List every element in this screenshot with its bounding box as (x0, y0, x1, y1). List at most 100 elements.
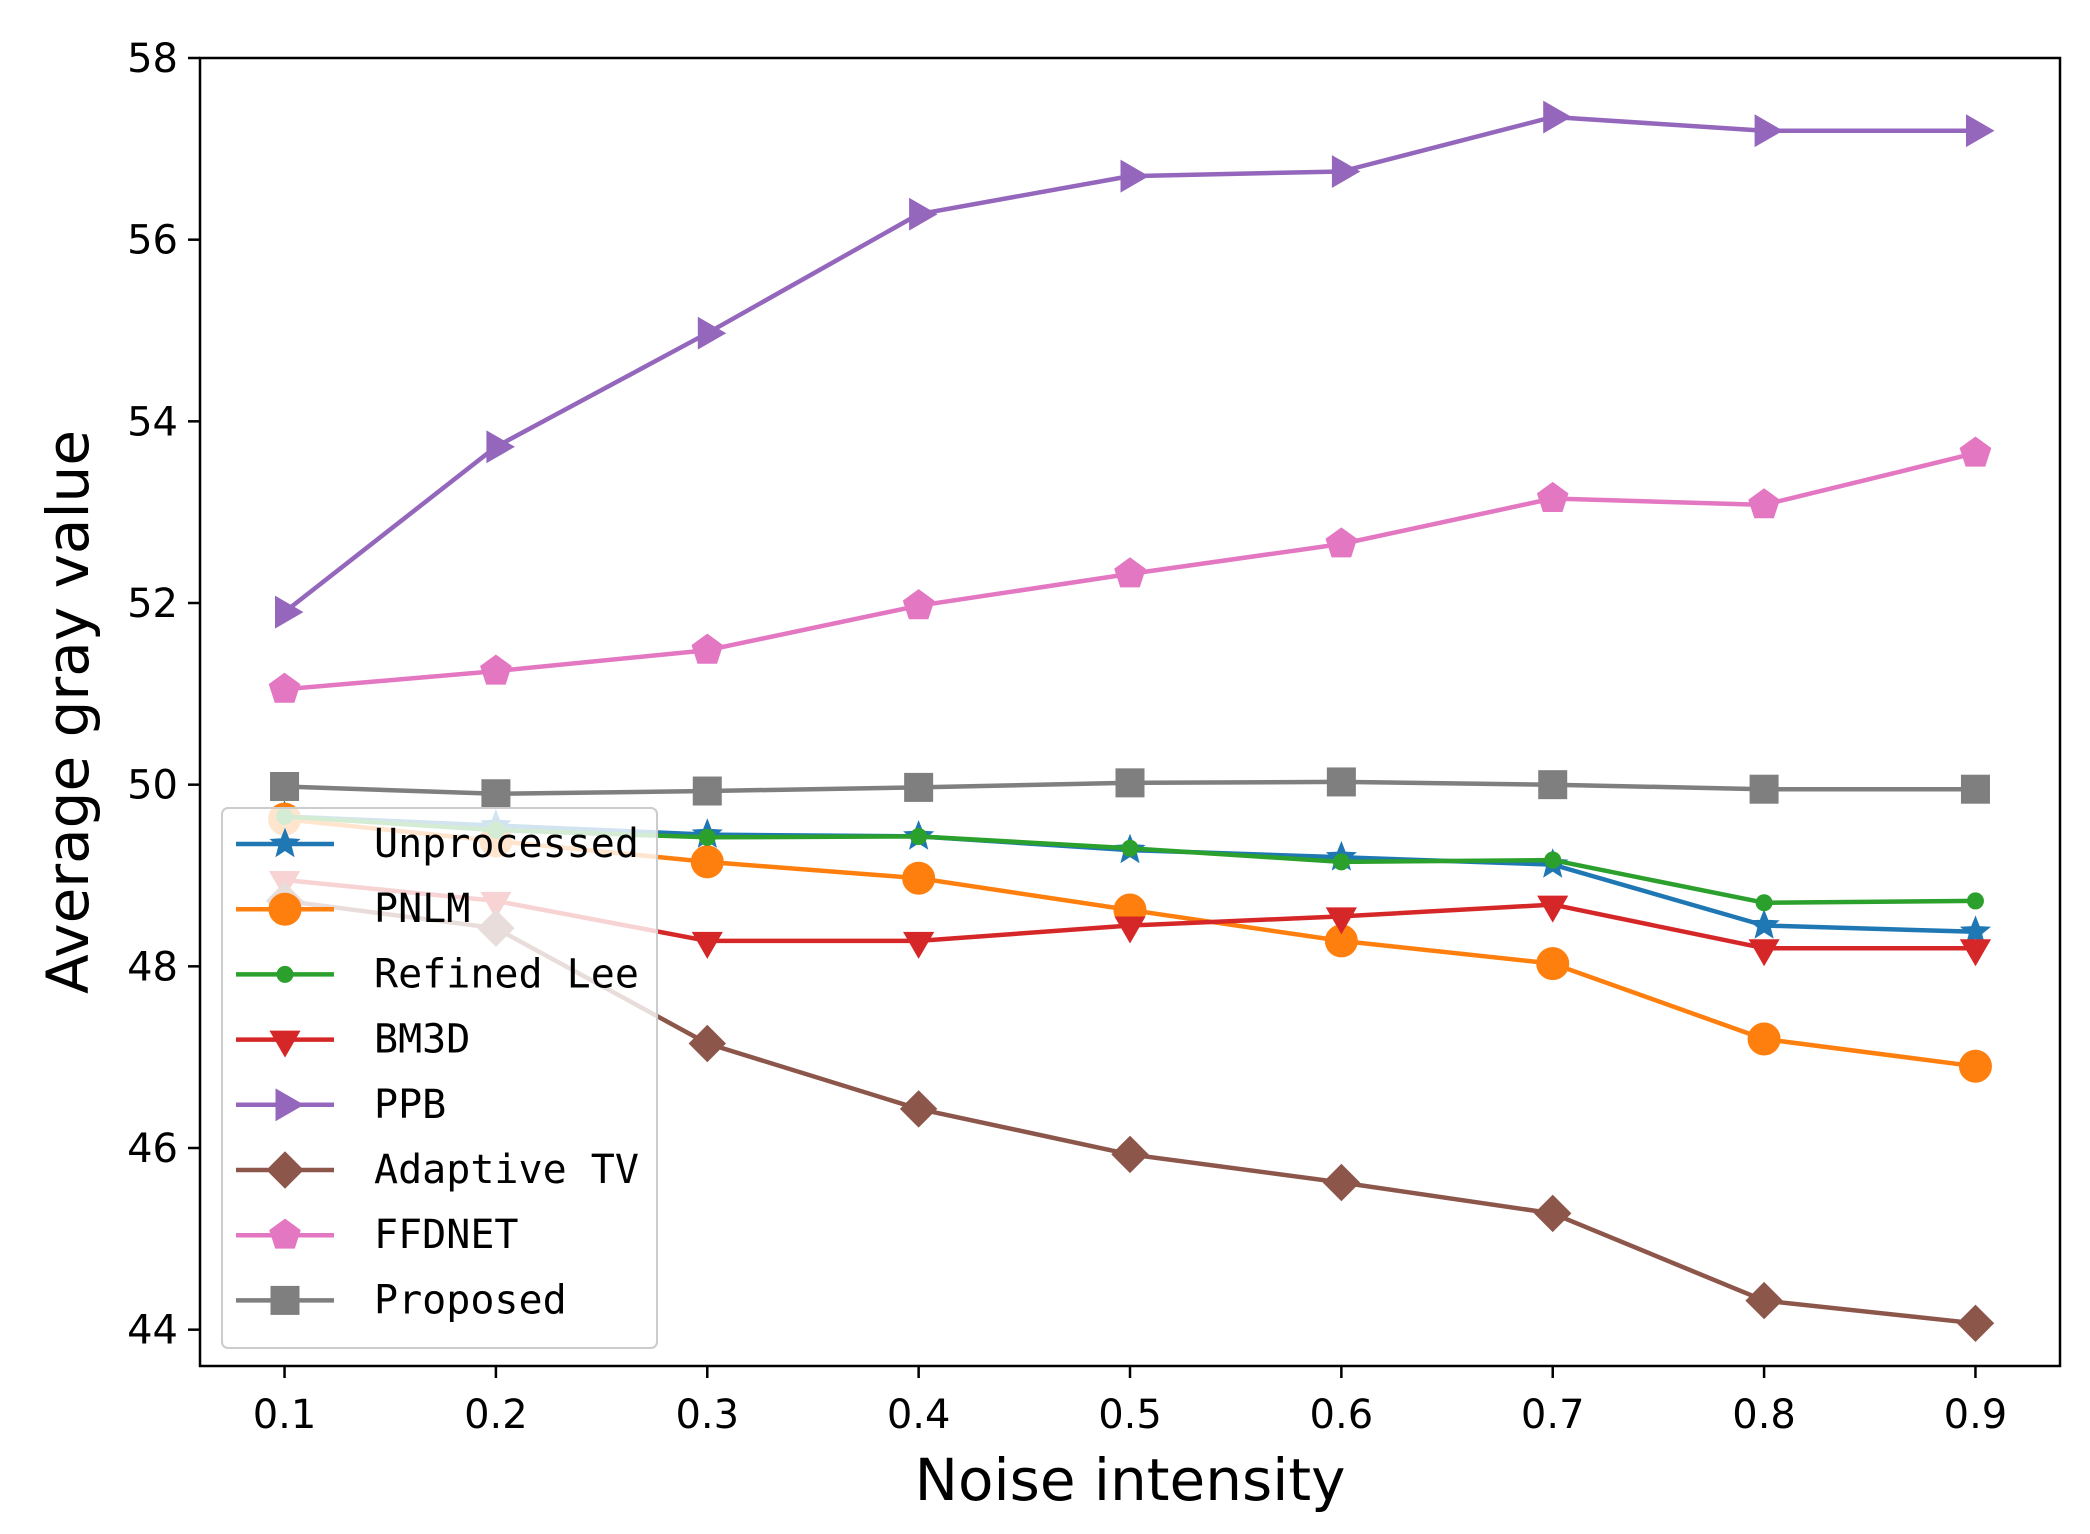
data-point-unprocessed (1959, 915, 1992, 946)
y-tick-label: 44 (127, 1308, 178, 1354)
legend-marker-adaptive-tv (266, 1151, 304, 1189)
data-point-ffdnet (1325, 527, 1358, 558)
data-point-adaptive-tv (899, 1090, 938, 1128)
data-point-adaptive-tv (1322, 1163, 1361, 1202)
x-tick-label: 0.5 (1098, 1392, 1162, 1438)
data-point-proposed (1538, 770, 1568, 800)
data-point-proposed (1326, 767, 1356, 797)
x-tick-label: 0.9 (1944, 1392, 2008, 1438)
legend: Unprocessed PNLM Refined Lee BM3D PPB Adaptiv… (221, 807, 658, 1349)
y-tick-label: 54 (127, 399, 178, 445)
data-point-ffdnet (691, 633, 724, 664)
data-point-pnlm (902, 861, 936, 895)
data-point-refined-lee (1121, 839, 1139, 857)
legend-marker-pnlm (268, 892, 302, 926)
data-point-ppb (1120, 159, 1149, 193)
data-point-bm3d (691, 931, 723, 959)
data-point-pnlm (1536, 947, 1570, 981)
series-line-ppb (283, 114, 1976, 614)
data-point-pnlm (1747, 1022, 1781, 1056)
data-point-refined-lee (910, 827, 928, 845)
data-point-bm3d (1325, 907, 1357, 935)
legend-item-unprocessed: Unprocessed (236, 821, 639, 867)
data-point-pnlm (1958, 1049, 1992, 1083)
data-point-ppb (1331, 155, 1361, 188)
data-point-ppb (697, 316, 727, 350)
legend-label-refined-lee: Refined Lee (374, 951, 639, 997)
legend-item-ppb: PPB (236, 1082, 446, 1128)
x-tick-label: 0.8 (1732, 1392, 1796, 1438)
data-point-bm3d (1748, 939, 1780, 967)
legend-marker-ppb (275, 1088, 304, 1122)
data-point-ffdnet (1536, 481, 1569, 512)
y-tick-label: 46 (127, 1126, 178, 1172)
data-point-ffdnet (1748, 488, 1780, 519)
series-ffdnet (268, 436, 1992, 703)
legend-item-pnlm: PNLM (236, 886, 470, 932)
data-point-proposed (692, 776, 722, 806)
legend-label-ffdnet: FFDNET (374, 1212, 519, 1258)
data-point-ffdnet (480, 654, 512, 685)
data-point-proposed (1749, 774, 1779, 804)
data-point-ppb (275, 595, 304, 629)
data-point-bm3d (1537, 895, 1569, 923)
legend-marker-ffdnet (269, 1218, 301, 1249)
legend-marker-refined-lee (276, 965, 294, 983)
legend-box (221, 807, 658, 1349)
legend-marker-bm3d (269, 1030, 301, 1058)
y-tick-label: 50 (127, 763, 178, 809)
axis-ticks: 44 46 48 50 52 54 56 58 0.1 0.2 0.3 0.4 0.5 0.6 0.7 0.8… (127, 36, 2007, 1438)
data-point-proposed (1960, 774, 1990, 804)
y-tick-label: 58 (127, 36, 178, 82)
y-tick-label: 48 (127, 944, 178, 990)
data-point-refined-lee (698, 828, 716, 846)
data-point-ffdnet (1114, 557, 1146, 588)
data-point-refined-lee (1544, 851, 1562, 869)
x-tick-label: 0.3 (675, 1392, 739, 1438)
legend-label-ppb: PPB (374, 1082, 446, 1128)
data-point-refined-lee (1966, 892, 1984, 910)
data-point-unprocessed (1748, 909, 1780, 939)
data-point-bm3d (903, 931, 935, 959)
data-point-bm3d (1114, 916, 1146, 944)
data-point-proposed (1115, 768, 1145, 798)
data-point-proposed (481, 779, 511, 809)
data-point-ppb (1754, 114, 1784, 148)
data-point-refined-lee (1332, 853, 1350, 871)
legend-label-adaptive-tv: Adaptive TV (374, 1147, 639, 1193)
data-point-ffdnet (268, 672, 301, 703)
series-proposed (270, 767, 1990, 809)
data-point-proposed (904, 772, 934, 802)
data-point-ppb (1966, 114, 1995, 148)
x-tick-label: 0.1 (253, 1392, 317, 1438)
legend-label-unprocessed: Unprocessed (374, 821, 639, 867)
data-point-proposed (270, 771, 300, 801)
legend-label-pnlm: PNLM (374, 886, 470, 932)
x-tick-label: 0.6 (1310, 1392, 1374, 1438)
data-point-refined-lee (1755, 894, 1773, 912)
data-point-adaptive-tv (1533, 1194, 1572, 1233)
data-point-adaptive-tv (1111, 1135, 1149, 1174)
legend-label-bm3d: BM3D (374, 1017, 470, 1063)
x-tick-label: 0.7 (1521, 1392, 1585, 1438)
legend-item-ffdnet: FFDNET (236, 1212, 519, 1258)
x-axis-title: Noise intensity (915, 1446, 1346, 1514)
data-point-bm3d (1959, 939, 1992, 967)
data-point-ppb (1543, 100, 1572, 134)
y-axis-title: Average gray value (34, 430, 102, 994)
legend-item-refined-lee: Refined Lee (236, 951, 639, 997)
data-point-pnlm (690, 845, 724, 879)
legend-item-adaptive-tv: Adaptive TV (236, 1147, 639, 1193)
y-tick-label: 52 (127, 581, 178, 627)
data-point-adaptive-tv (688, 1024, 727, 1063)
data-point-ppb (909, 197, 938, 231)
data-point-ffdnet (1959, 436, 1992, 467)
data-point-ppb (486, 430, 515, 464)
data-point-ffdnet (902, 589, 935, 620)
x-tick-label: 0.2 (464, 1392, 528, 1438)
y-tick-label: 56 (127, 218, 178, 264)
legend-label-proposed: Proposed (374, 1277, 567, 1323)
series-ppb (275, 100, 1995, 629)
